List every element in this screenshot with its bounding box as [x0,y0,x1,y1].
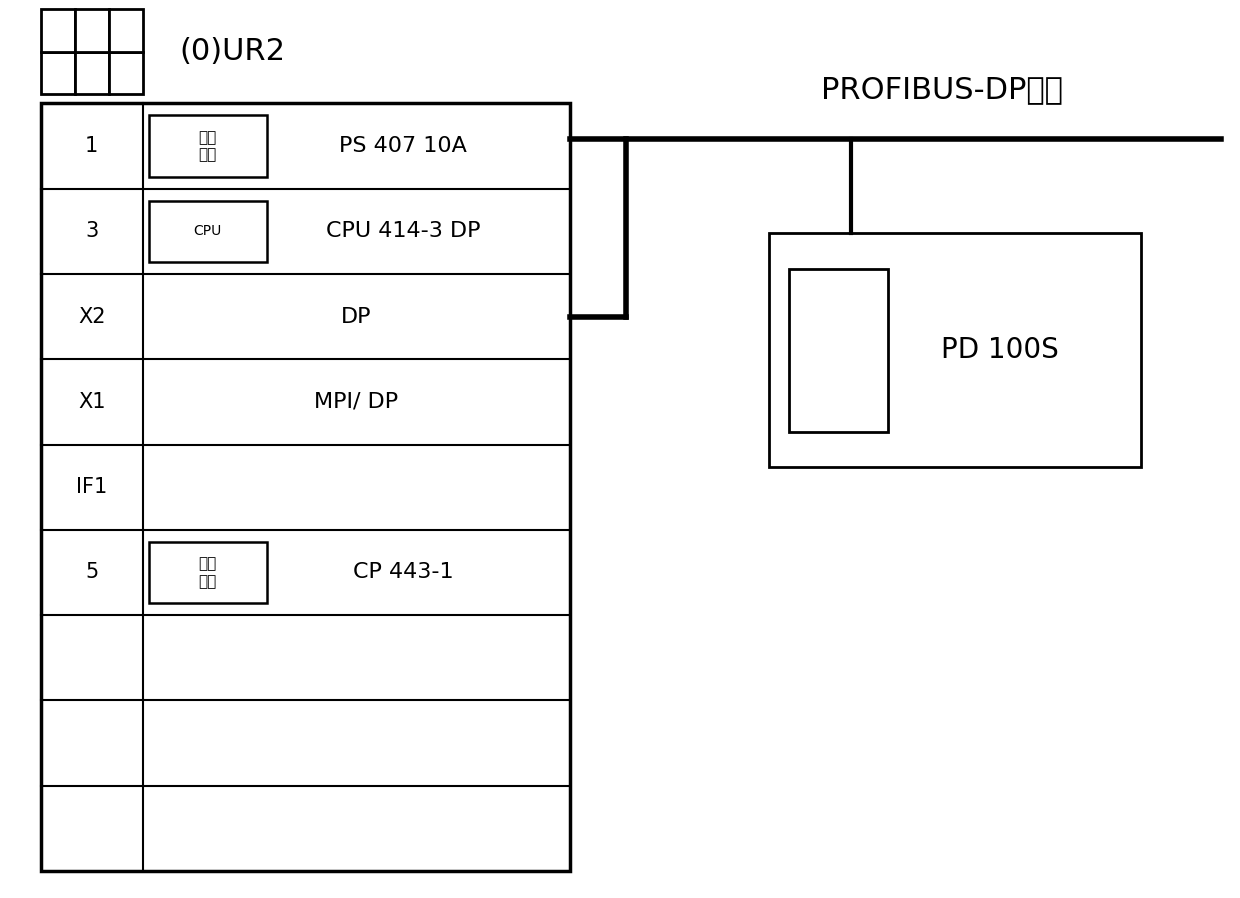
Text: 1: 1 [86,136,98,156]
Bar [149,115,267,177]
Bar [789,269,888,432]
Text: X1: X1 [78,392,105,412]
Bar [149,200,267,262]
Text: CPU: CPU [193,224,222,238]
Bar [41,51,74,94]
Text: IF1: IF1 [76,477,108,497]
Bar [74,51,109,94]
Bar [769,233,1141,467]
Bar [74,9,109,51]
Bar [149,541,267,603]
Text: X2: X2 [78,306,105,327]
Text: CPU 414-3 DP: CPU 414-3 DP [326,221,481,242]
Text: 5: 5 [86,562,98,583]
Text: PS 407 10A: PS 407 10A [340,136,467,156]
Text: PROFIBUS-DP总线: PROFIBUS-DP总线 [821,75,1064,104]
Text: (0)UR2: (0)UR2 [180,37,285,66]
Text: MPI/ DP: MPI/ DP [315,392,398,412]
Bar [109,9,143,51]
Text: 3: 3 [86,221,98,242]
Bar [109,51,143,94]
Text: CP 443-1: CP 443-1 [353,562,454,583]
Text: 通信
模块: 通信 模块 [198,556,217,589]
Bar [41,9,74,51]
Text: 电源
模块: 电源 模块 [198,129,217,163]
Text: PD 100S: PD 100S [941,336,1058,365]
Text: 24: 24 [822,339,854,362]
Text: DP: DP [341,306,372,327]
Bar [41,103,570,871]
